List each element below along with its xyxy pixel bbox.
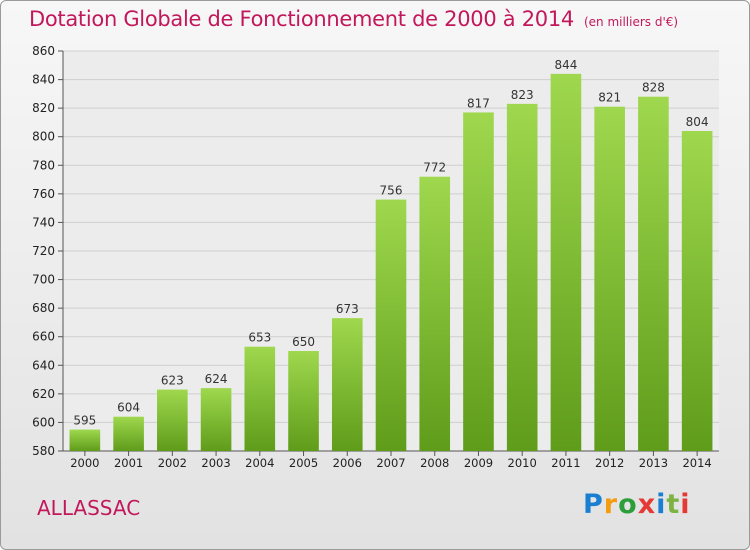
y-tick-label: 580	[32, 444, 55, 458]
data-label-2006: 673	[336, 302, 359, 316]
x-tick-label-2004: 2004	[245, 456, 274, 470]
data-label-2002: 623	[161, 374, 184, 388]
data-label-2000: 595	[73, 414, 96, 428]
bar-2014	[681, 131, 713, 451]
bar-2005	[288, 351, 319, 451]
x-tick-label-2008: 2008	[420, 456, 449, 470]
data-label-2013: 828	[642, 81, 665, 95]
logo-letter: o	[618, 489, 638, 520]
data-label-2005: 650	[292, 335, 315, 349]
data-label-2011: 844	[554, 58, 577, 72]
data-label-2007: 756	[380, 184, 403, 198]
data-label-2010: 823	[511, 88, 534, 102]
x-tick-label-2011: 2011	[551, 456, 580, 470]
y-tick-label: 820	[32, 101, 55, 115]
logo-letter: t	[666, 489, 681, 520]
x-tick-label-2005: 2005	[289, 456, 318, 470]
logo-letter: r	[603, 489, 619, 520]
unit-note: (en milliers d'€)	[583, 15, 679, 29]
bar-2009	[463, 112, 494, 451]
chart-title: Dotation Globale de Fonctionnement de 20…	[29, 7, 678, 31]
logo-letter: i	[680, 489, 691, 520]
logo-letter: i	[656, 489, 667, 520]
x-tick-label-2013: 2013	[639, 456, 668, 470]
data-label-2009: 817	[467, 96, 490, 110]
x-tick-label-2010: 2010	[508, 456, 537, 470]
bar-2002	[157, 389, 188, 451]
x-tick-label-2001: 2001	[114, 456, 143, 470]
bar-2001	[113, 416, 144, 451]
y-tick-label: 740	[32, 215, 55, 229]
x-tick-label-2009: 2009	[464, 456, 493, 470]
bar-2004	[244, 346, 276, 451]
proxiti-logo: Proxiti	[583, 489, 691, 525]
chart-title-text: Dotation Globale de Fonctionnement de 20…	[29, 7, 574, 31]
y-tick-label: 700	[32, 273, 55, 287]
bar-2012	[594, 106, 625, 451]
bar-2013	[638, 96, 669, 451]
y-tick-label: 680	[32, 301, 55, 315]
x-tick-label-2012: 2012	[595, 456, 624, 470]
y-tick-label: 760	[32, 187, 55, 201]
y-tick-label: 800	[32, 130, 55, 144]
y-tick-label: 600	[32, 415, 55, 429]
bar-2007	[375, 199, 407, 451]
x-tick-label-2014: 2014	[682, 456, 711, 470]
y-tick-label: 660	[32, 330, 55, 344]
data-label-2012: 821	[598, 91, 621, 105]
x-tick-label-2007: 2007	[376, 456, 405, 470]
data-label-2008: 772	[423, 161, 446, 175]
bar-2000	[69, 429, 101, 451]
data-label-2003: 624	[205, 372, 228, 386]
y-tick-label: 860	[32, 44, 55, 58]
y-tick-label: 620	[32, 387, 55, 401]
data-label-2014: 804	[686, 115, 709, 129]
y-tick-label: 840	[32, 73, 55, 87]
bar-2003	[200, 388, 232, 451]
logo-letter: P	[583, 489, 604, 520]
x-tick-label-2000: 2000	[70, 456, 99, 470]
bar-2006	[331, 318, 363, 451]
logo-letter: x	[637, 489, 657, 520]
data-label-2004: 653	[248, 331, 271, 345]
x-tick-label-2006: 2006	[333, 456, 362, 470]
bar-2010	[506, 103, 538, 451]
data-label-2001: 604	[117, 401, 140, 415]
bar-2011	[550, 73, 582, 451]
x-tick-label-2003: 2003	[201, 456, 230, 470]
bar-2008	[419, 176, 451, 451]
y-tick-label: 640	[32, 358, 55, 372]
y-tick-label: 720	[32, 244, 55, 258]
commune-name: ALLASSAC	[37, 496, 141, 520]
x-tick-label-2002: 2002	[158, 456, 187, 470]
y-tick-label: 780	[32, 158, 55, 172]
